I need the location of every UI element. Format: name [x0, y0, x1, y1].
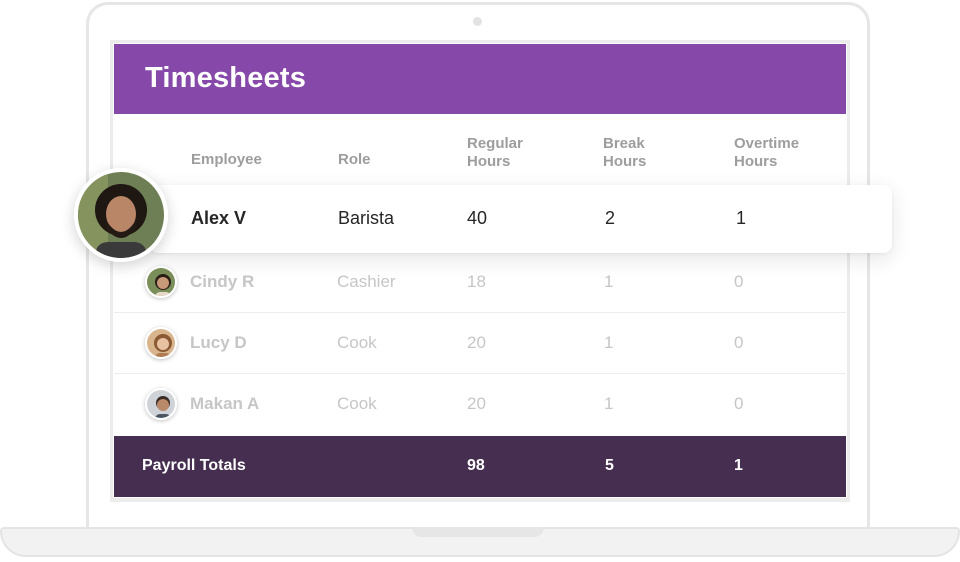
laptop-screen [110, 40, 850, 502]
employee-name: Alex V [191, 208, 247, 228]
employee-role: Cook [337, 333, 377, 352]
table-row[interactable]: Makan A Cook 20 1 0 [114, 374, 846, 435]
column-header-role: Role [338, 151, 371, 168]
column-header-overtime-line2: Hours [734, 153, 778, 170]
total-break-hours: 5 [605, 457, 614, 474]
avatar [145, 327, 177, 359]
break-hours: 1 [604, 394, 614, 413]
column-header-break-line2: Hours [603, 153, 647, 170]
avatar [74, 168, 168, 262]
table-row[interactable]: Lucy D Cook 20 1 0 [114, 313, 846, 374]
column-header-regular-line2: Hours [467, 153, 511, 170]
regular-hours: 20 [467, 333, 486, 352]
regular-hours: 18 [467, 272, 486, 291]
employee-name: Makan A [190, 394, 260, 413]
employee-name: Cindy R [190, 272, 255, 291]
timesheets-header [114, 44, 846, 114]
overtime-hours: 0 [734, 272, 744, 291]
payroll-totals-label: Payroll Totals [142, 457, 246, 474]
total-regular-hours: 98 [467, 457, 485, 474]
payroll-totals-row [114, 436, 846, 497]
highlighted-row[interactable] [150, 185, 892, 253]
column-header-break-line1: Break [603, 135, 645, 152]
table-row[interactable]: Cindy R Cashier 18 1 0 [114, 252, 846, 313]
regular-hours: 20 [467, 394, 486, 413]
break-hours: 2 [605, 208, 616, 228]
employee-role: Barista [338, 208, 395, 228]
employee-role: Cook [337, 394, 377, 413]
column-header-break-hours: Break Hours [603, 135, 713, 171]
column-header-overtime-line1: Overtime [734, 135, 800, 152]
avatar [145, 266, 177, 298]
employee-name: Lucy D [190, 333, 247, 352]
laptop-base-notch [412, 527, 544, 537]
webcam-icon [473, 17, 482, 26]
page-title: Timesheets [145, 62, 307, 94]
column-header-employee: Employee [191, 151, 262, 168]
avatar [145, 388, 177, 420]
overtime-hours: 0 [734, 394, 744, 413]
regular-hours: 40 [467, 208, 488, 228]
column-header-regular-line1: Regular [467, 135, 523, 152]
total-overtime-hours: 1 [734, 457, 743, 474]
break-hours: 1 [604, 272, 614, 291]
employee-role: Cashier [337, 272, 396, 291]
overtime-hours: 1 [736, 208, 747, 228]
column-header-overtime-hours: Overtime Hours [734, 135, 844, 171]
break-hours: 1 [604, 333, 614, 352]
column-header-regular-hours: Regular Hours [467, 135, 577, 171]
overtime-hours: 0 [734, 333, 744, 352]
